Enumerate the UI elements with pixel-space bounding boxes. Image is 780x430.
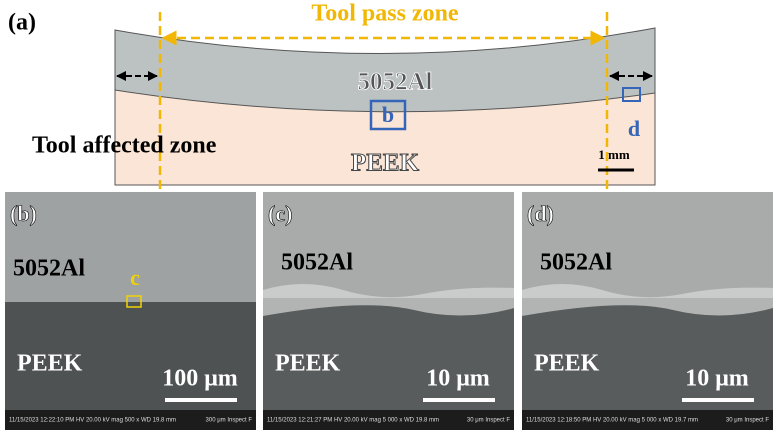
marker-box: [126, 295, 142, 308]
sem-bottom: [522, 298, 773, 430]
material-label: 5052Al: [13, 256, 85, 282]
sem-bottom: [263, 298, 514, 430]
info-text: 300 μm Inspect F: [206, 418, 253, 424]
material-label: 5052Al: [281, 250, 353, 276]
material-label: PEEK: [17, 351, 83, 377]
scale-label: 10 μm: [685, 366, 749, 392]
aluminum-region: [114, 27, 656, 113]
material-label: PEEK: [275, 351, 341, 377]
box-label: b: [382, 102, 394, 127]
scale-label: 10 μm: [426, 366, 490, 392]
box-d: [622, 87, 641, 102]
info-text: 11/15/2023 12:22:10 PM HV 20.00 kV mag 5…: [9, 418, 176, 424]
info-text: 11/15/2023 12:18:50 PM HV 20.00 kV mag 5…: [526, 418, 698, 424]
info-text: 30 μm Inspect F: [467, 418, 510, 424]
box-label: d: [628, 116, 640, 141]
scale-label: 100 μm: [162, 366, 238, 392]
box-b: [369, 99, 407, 131]
sem-top: [263, 192, 514, 298]
interface: [263, 284, 514, 316]
info-bar: [263, 410, 514, 430]
panel-label: (c): [268, 201, 292, 226]
material-label: PEEK: [351, 150, 420, 177]
panel-label: (b): [10, 201, 37, 226]
info-text: 11/15/2023 12:21:27 PM HV 20.00 kV mag 5…: [267, 418, 439, 424]
material-label: 5052Al: [540, 250, 612, 276]
info-bar: [5, 410, 256, 430]
zone-title: Tool pass zone: [311, 1, 459, 27]
info-bar: [522, 410, 773, 430]
info-text: 30 μm Inspect F: [726, 418, 769, 424]
interface: [522, 284, 773, 316]
material-label: 5052Al: [358, 69, 433, 96]
marker-label: c: [130, 265, 140, 290]
panel-label: (a): [8, 10, 36, 36]
panel-label: (d): [527, 201, 554, 226]
scale-label: 1 mm: [598, 147, 630, 162]
sem-top: [522, 192, 773, 298]
sem-bottom: [5, 302, 256, 430]
sem-top: [5, 192, 256, 302]
material-label: PEEK: [534, 351, 600, 377]
affected-label: Tool affected zone: [32, 133, 217, 159]
